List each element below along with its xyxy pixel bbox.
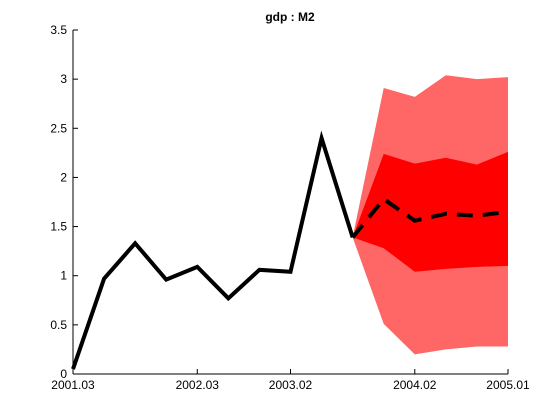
line-forecast-median <box>351 196 509 239</box>
forecast-bands <box>352 75 508 355</box>
line-history <box>71 130 355 370</box>
y-tick-label: 1 <box>60 269 67 283</box>
y-tick-label: 2 <box>60 170 67 184</box>
x-tick-label: 2002.03 <box>176 378 220 392</box>
x-tick-label: 2004.02 <box>393 378 437 392</box>
x-tick-label: 2003.02 <box>269 378 313 392</box>
y-tick-label: 3 <box>60 72 67 86</box>
x-tick-label: 2001.03 <box>51 378 95 392</box>
axes: 0 0.5 1 1.5 2 2.5 3 3.5 2001.03 2002.03 2003.02 200… <box>50 23 530 392</box>
y-tick-label: 1.5 <box>50 220 67 234</box>
band-inner <box>352 151 508 272</box>
chart-title: gdp : M2 <box>265 10 315 24</box>
y-tick-label: 0.5 <box>50 318 67 332</box>
y-tick-label: 0 <box>60 367 67 381</box>
series-lines <box>71 130 509 370</box>
y-tick-label: 3.5 <box>50 23 67 37</box>
x-tick-label: 2005.01 <box>486 378 530 392</box>
y-tick-label: 2.5 <box>50 121 67 135</box>
